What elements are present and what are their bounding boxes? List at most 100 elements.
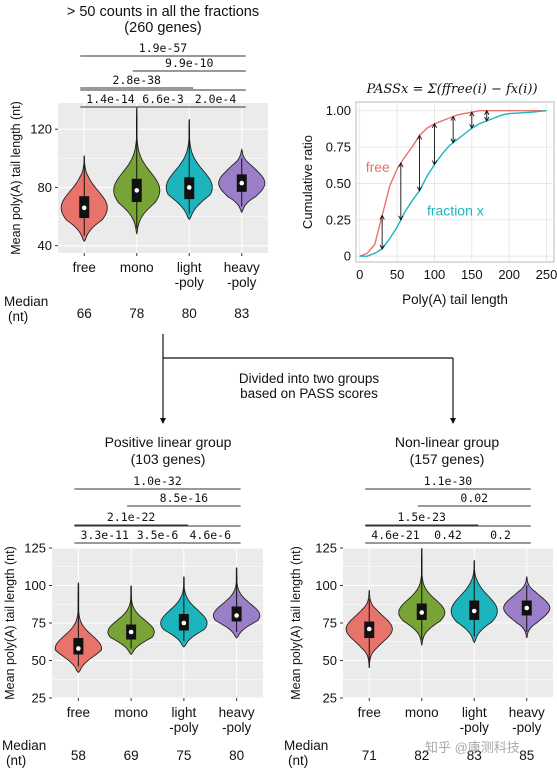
p-value-label: 0.02 [460,491,488,505]
diff-arrowhead-up [450,115,456,121]
diff-arrowhead-down [398,215,404,221]
p-value-label: 1.4e-14 [86,92,135,106]
violin-panel-top: 40 80 120 Mean poly(A) tail length (nt) free… [9,41,268,321]
p-value-label: 1.5e-23 [398,510,447,524]
diff-arrowhead-up [416,134,423,140]
cdf-x-tick-label: 100 [424,267,446,282]
x-tick-label: heavy [509,705,545,720]
x-tick-label: -poly [512,720,542,735]
x-tick-label: heavy [224,260,260,275]
split-text-line2: based on PASS scores [240,386,378,401]
top-title-line2: (260 genes) [124,20,201,36]
left-group-title: Positive linear group [105,434,232,450]
p-value-label: 0.42 [434,528,462,542]
p-value-label: 3.5e-6 [137,528,179,542]
cdf-x-tick-label: 0 [356,267,363,282]
watermark: 知乎 @康测科技 [425,740,520,755]
median-label-right-line1: Median [284,738,328,753]
x-tick-label: free [67,705,90,720]
x-tick-label: light [462,705,487,720]
y-tick-label: 25 [32,691,46,706]
diff-arrowhead-down [484,116,490,122]
median-value: 83 [467,748,482,763]
p-value-label: 1.9e-57 [139,41,188,55]
cdf-x-tick-label: 50 [390,267,404,282]
y-tick-label: 100 [315,578,337,593]
split-text-line1: Divided into two groups [239,371,380,386]
cdf-x-tick-label: 200 [498,267,520,282]
y-tick-label: 125 [24,541,46,556]
y-tick-label: 80 [38,180,52,195]
y-axis-label: Mean poly(A) tail length (nt) [3,546,17,700]
median-value: 80 [182,306,197,321]
diff-arrowhead-up [469,111,475,117]
series-label-free: free [366,159,390,175]
cdf-y-tick-label: 0.75 [326,140,351,155]
cdf-x-tick-label: 250 [536,267,557,282]
median-dot-3 [234,613,239,618]
median-value: 58 [71,748,86,763]
y-tick-label: 120 [30,122,52,137]
cdf-x-tick-label: 150 [461,267,483,282]
right-group-subtitle: (157 genes) [410,451,485,467]
y-tick-label: 25 [323,691,337,706]
x-tick-label: -poly [222,720,252,735]
x-tick-label: heavy [219,705,255,720]
y-tick-label: 50 [323,653,337,668]
median-dot-0 [81,205,87,211]
split-arrows [160,334,456,424]
violin-panel-positive-linear: 25 50 75 100 125 Mean poly(A) tail length (nt… [3,474,263,763]
p-value-label: 2.8e-38 [113,73,162,87]
cdf-panel: free fraction x 0 50 100 150 200 250 0 0.25 0.50 0.… [300,82,557,307]
p-value-label: 9.9e-10 [165,56,214,70]
left-group-subtitle: (103 genes) [131,451,206,467]
top-title-line1: > 50 counts in all the fractions [67,4,259,20]
y-tick-label: 40 [38,238,52,253]
y-tick-label: 75 [32,616,46,631]
cdf-line-fraction-x [359,110,547,257]
p-value-label: 6.6e-3 [142,92,184,106]
cdf-y-axis-label: Cumulative ratio [300,135,315,229]
median-dot-1 [134,188,140,193]
p-value-label: 8.5e-16 [160,491,209,505]
p-value-label: 2.1e-22 [107,510,155,524]
diff-arrowhead-up [398,162,404,168]
median-dot-3 [524,605,530,611]
p-value-label: 3.3e-11 [81,528,130,542]
x-tick-label: light [171,705,196,720]
y-tick-label: 100 [24,578,46,593]
diff-arrowhead-down [450,138,456,144]
median-value: 83 [234,306,249,321]
p-value-label: 1.0e-32 [133,474,181,488]
p-value-label: 0.2 [490,528,511,542]
median-dot-2 [186,185,192,190]
diff-arrowhead-down [416,186,423,192]
median-dot-1 [128,629,134,635]
y-axis-label: Mean poly(A) tail length (nt) [9,101,23,255]
median-dot-1 [419,610,425,615]
diff-arrowhead-down [469,123,475,130]
cdf-y-tick-label: 1.00 [326,103,351,118]
cdf-plot-area [355,101,555,263]
median-dot-3 [239,180,245,186]
median-dot-2 [471,608,477,614]
median-dot-0 [366,626,372,632]
median-dot-0 [76,646,81,651]
median-value: 71 [362,748,377,763]
median-value: 85 [519,748,534,763]
p-value-label: 1.1e-30 [424,474,473,488]
x-tick-label: -poly [169,720,199,735]
x-tick-label: -poly [227,275,257,290]
median-label-left-line2: (nt) [6,753,26,768]
median-dot-2 [181,620,187,626]
series-label-fraction-x: fraction x [427,202,484,218]
median-value: 82 [414,748,429,763]
x-tick-label: free [73,260,96,275]
y-tick-label: 75 [323,616,337,631]
x-tick-label: mono [405,705,439,720]
median-value: 75 [176,748,191,763]
diff-arrowhead-up [484,109,490,115]
x-tick-label: free [358,705,381,720]
median-value: 66 [77,306,92,321]
